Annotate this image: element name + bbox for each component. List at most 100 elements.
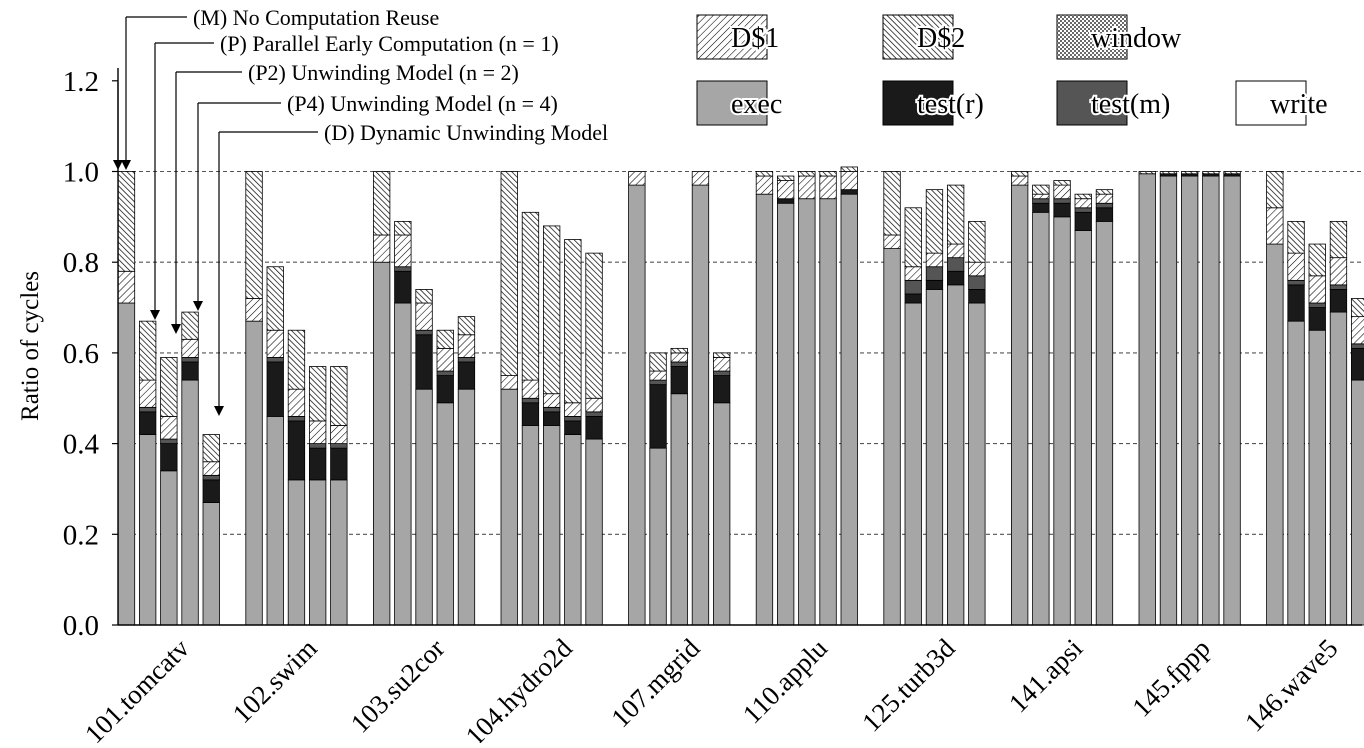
bar-141-apsi-d-exec: [1095, 220, 1114, 626]
x-tick-label: 103.su2cor: [345, 633, 451, 739]
x-tick-label: 145.fppp: [1126, 633, 1216, 723]
bar-101-tomcatv-p2-test-r: [160, 443, 178, 472]
bar-103-su2cor-p2-test-m: [415, 329, 433, 336]
bar-141-apsi-m-exec: [1011, 184, 1029, 626]
bar-125-turb3d-m-exec: [883, 248, 901, 626]
bar-101-tomcatv-p2-ds2: [160, 357, 178, 417]
bar-141-apsi-p2-ds2: [1053, 180, 1071, 186]
bar-125-turb3d-m-ds1: [883, 234, 901, 249]
bar-103-su2cor-p-ds2: [394, 220, 412, 236]
bar-102-swim-p-exec: [266, 415, 284, 626]
bar-103-su2cor-d-exec: [457, 388, 476, 626]
bar-103-su2cor-m-exec: [372, 261, 391, 626]
bar-103-su2cor-p-exec: [394, 302, 412, 626]
bar-101-tomcatv-d-ds2: [202, 434, 220, 463]
bar-110-applu-p2-ds1: [798, 175, 816, 200]
bar-104-hydro2d-p-test-r: [521, 402, 540, 426]
bar-141-apsi-p-ds2: [1032, 184, 1050, 195]
y-tick-label: 1.2: [63, 66, 99, 98]
bar-107-mgrid-p-ds2: [649, 352, 667, 372]
bar-102-swim-p2-test-r: [287, 420, 306, 481]
bar-102-swim-p4-ds1: [308, 420, 327, 444]
bar-103-su2cor-p-test-r: [394, 270, 412, 304]
bar-141-apsi-p4-exec: [1074, 230, 1092, 626]
bar-104-hydro2d-p2-test-m: [543, 406, 561, 413]
bar-107-mgrid-p-ds1: [649, 370, 667, 381]
y-tick-label: 0.2: [63, 519, 99, 551]
bar-107-mgrid-d-ds1: [713, 357, 731, 372]
bar-101-tomcatv-p-exec: [138, 434, 157, 626]
bar-103-su2cor-p4-ds1: [436, 347, 454, 372]
bar-101-tomcatv-p2-exec: [160, 470, 178, 626]
bar-110-applu-p-test-r: [777, 198, 795, 204]
bar-141-apsi-p4-ds1: [1074, 198, 1092, 209]
bar-110-applu-m-exec: [755, 193, 774, 626]
bar-125-turb3d-p4-test-r: [947, 270, 965, 286]
annotation-label-m: (M) No Computation Reuse: [193, 5, 439, 30]
bar-103-su2cor-p2-ds1: [415, 302, 433, 331]
bar-141-apsi-p-test-r: [1032, 202, 1050, 213]
bar-145-fppp-m-exec: [1138, 173, 1156, 626]
bar-104-hydro2d-m-ds2: [500, 171, 518, 376]
bar-125-turb3d-d-exec: [968, 302, 986, 626]
bar-107-mgrid-d-test-m: [713, 370, 731, 376]
bar-101-tomcatv-p4-ds2: [181, 311, 199, 340]
bar-146-wave5-p-test-r: [1287, 284, 1305, 322]
bar-125-turb3d-m-ds2: [883, 171, 901, 236]
legend-label-write: write: [1270, 89, 1328, 120]
y-tick-label: 1.0: [63, 157, 99, 189]
bar-141-apsi-p4-ds2: [1074, 193, 1092, 200]
bar-110-applu-p-ds1: [777, 180, 795, 200]
bar-125-turb3d-p-ds1: [904, 266, 922, 281]
bar-103-su2cor-d-test-m: [457, 357, 476, 363]
bar-107-mgrid-d-test-r: [713, 375, 731, 404]
bar-102-swim-d-ds2: [330, 366, 348, 426]
bar-101-tomcatv-m-ds2: [117, 171, 136, 272]
bar-110-applu-p4-exec: [819, 198, 837, 626]
bar-141-apsi-p2-exec: [1053, 216, 1071, 626]
bar-104-hydro2d-p4-test-m: [564, 415, 582, 422]
bar-141-apsi-p-exec: [1032, 211, 1050, 626]
bar-103-su2cor-p4-test-r: [436, 375, 454, 404]
bar-110-applu-d-ds2: [840, 166, 858, 172]
bar-102-swim-p-test-r: [266, 361, 284, 417]
bar-146-wave5-p4-ds1: [1329, 257, 1348, 286]
bar-107-mgrid-m-ds1: [628, 171, 646, 186]
legend-label-window: window: [1091, 23, 1182, 54]
bar-101-tomcatv-p2-test-m: [160, 438, 178, 445]
legend-swatch-window: [1056, 14, 1128, 60]
bar-145-fppp-d-ds2: [1223, 171, 1241, 175]
bar-102-swim-m-ds1: [245, 298, 263, 322]
bar-141-apsi-p2-ds1: [1053, 184, 1071, 200]
bar-107-mgrid-d-ds2: [713, 352, 731, 358]
bar-102-swim-d-exec: [330, 479, 348, 626]
legend-label-test-m: test(m): [1091, 89, 1170, 120]
bar-146-wave5-m-ds1: [1266, 207, 1284, 245]
bar-103-su2cor-p-test-m: [394, 266, 412, 272]
bar-145-fppp-d-exec: [1223, 175, 1241, 626]
bar-125-turb3d-p4-exec: [947, 284, 965, 626]
bar-141-apsi-p4-test-r: [1074, 211, 1092, 231]
x-tick-label: 110.applu: [737, 633, 834, 730]
bar-107-mgrid-p-test-r: [649, 384, 667, 449]
bars: [117, 166, 1364, 626]
bar-103-su2cor-d-ds2: [457, 316, 476, 336]
bar-102-swim-p2-ds2: [287, 329, 306, 390]
bar-110-applu-p-ds2: [777, 175, 795, 181]
bar-146-wave5-p4-ds2: [1329, 220, 1348, 259]
bar-145-fppp-p2-exec: [1181, 175, 1199, 626]
bar-104-hydro2d-p4-ds1: [564, 402, 582, 417]
legend-label-ds1: D$1: [731, 23, 779, 54]
bar-146-wave5-p-test-m: [1287, 279, 1305, 286]
bar-107-mgrid-p2-ds1: [670, 352, 688, 363]
bar-125-turb3d-p-ds2: [904, 207, 922, 268]
bar-145-fppp-p-exec: [1159, 175, 1178, 626]
bar-125-turb3d-p2-test-m: [925, 266, 944, 281]
x-tick-label: 107.mgrid: [605, 633, 706, 734]
annotation-label-d: (D) Dynamic Unwinding Model: [324, 120, 608, 145]
bar-107-mgrid-p-test-m: [649, 379, 667, 386]
legend-swatch-test-r: [882, 80, 954, 126]
bar-107-mgrid-p2-exec: [670, 393, 688, 626]
bar-125-turb3d-d-test-m: [968, 275, 986, 290]
